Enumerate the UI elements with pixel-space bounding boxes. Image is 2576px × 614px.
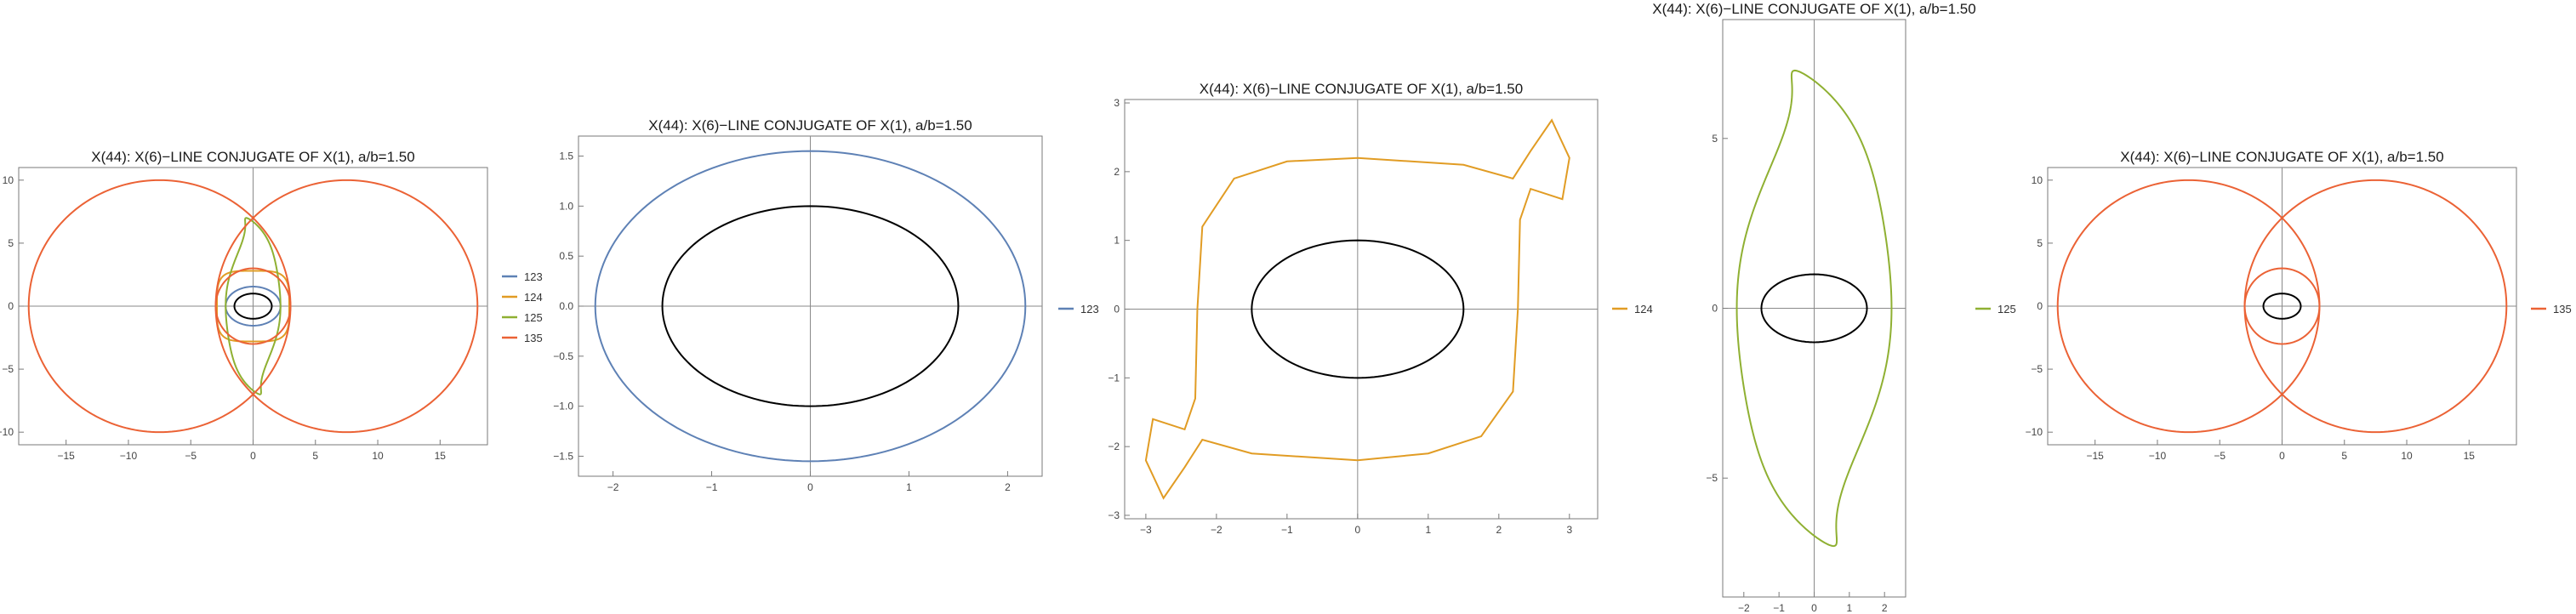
x-tick-label: −3 [1140, 524, 1152, 536]
x-tick-label: −5 [185, 450, 197, 462]
chart-panel-3: X(44): X(6)−LINE CONJUGATE OF X(1), a/b=… [1108, 81, 1652, 536]
chart-title: X(44): X(6)−LINE CONJUGATE OF X(1), a/b=… [1652, 1, 1975, 17]
x-tick-label: −15 [2087, 450, 2105, 462]
series-line-124 [1144, 118, 1570, 500]
x-tick-label: 5 [2341, 450, 2347, 462]
chart-panel-1: X(44): X(6)−LINE CONJUGATE OF X(1), a/b=… [0, 149, 543, 462]
x-tick-label: −2 [1211, 524, 1222, 536]
x-tick-label: 0 [1355, 524, 1361, 536]
x-tick-label: −1 [1773, 602, 1785, 614]
x-tick-label: 1 [906, 481, 912, 493]
series-line-135 [214, 267, 292, 345]
chart-title: X(44): X(6)−LINE CONJUGATE OF X(1), a/b=… [91, 149, 414, 165]
y-tick-label: 0 [1712, 303, 1718, 315]
y-tick-label: −5 [2031, 363, 2043, 375]
y-tick-label: 2 [1114, 166, 1120, 178]
series-line-123 [594, 150, 1027, 463]
series-line-base-ellipse [1760, 273, 1868, 344]
legend-label: 135 [524, 332, 543, 344]
x-tick-label: 1 [1425, 524, 1431, 536]
legend-label: 123 [524, 270, 543, 283]
x-tick-label: 10 [2401, 450, 2413, 462]
y-tick-label: −10 [0, 426, 14, 438]
y-tick-label: 5 [8, 237, 14, 249]
series-line-124 [216, 270, 290, 343]
y-tick-label: −5 [1706, 472, 1718, 484]
y-tick-label: 0 [8, 300, 14, 312]
series-line-125 [225, 217, 282, 395]
y-tick-label: 10 [2032, 174, 2043, 186]
y-tick-label: −1.5 [553, 450, 573, 462]
chart-panel-2: X(44): X(6)−LINE CONJUGATE OF X(1), a/b=… [553, 117, 1098, 493]
legend-label: 124 [1634, 303, 1653, 316]
x-tick-label: −10 [120, 450, 138, 462]
y-tick-label: −0.5 [553, 350, 573, 362]
series-line-base-ellipse [2262, 293, 2302, 320]
legend-label: 125 [1998, 303, 2016, 316]
y-tick-label: 0.5 [559, 250, 573, 262]
x-tick-label: 15 [435, 450, 447, 462]
x-tick-label: −10 [2149, 450, 2167, 462]
y-tick-label: 3 [1114, 97, 1120, 109]
x-tick-label: −15 [58, 450, 76, 462]
x-tick-label: 0 [2279, 450, 2285, 462]
x-tick-label: −5 [2214, 450, 2226, 462]
series-line-125 [1735, 69, 1893, 548]
y-tick-label: −2 [1108, 441, 1120, 452]
x-tick-label: 2 [1882, 602, 1888, 614]
y-tick-label: 0 [2037, 300, 2043, 312]
x-tick-label: 2 [1496, 524, 1502, 536]
x-tick-label: 1 [1847, 602, 1853, 614]
y-tick-label: 10 [3, 174, 14, 186]
x-tick-label: 2 [1005, 481, 1011, 493]
y-tick-label: −1 [1108, 372, 1120, 384]
y-tick-label: −5 [2, 363, 14, 375]
x-tick-label: −2 [1738, 602, 1750, 614]
x-tick-label: 10 [372, 450, 384, 462]
series-line-135 [2056, 179, 2321, 434]
x-tick-label: 3 [1566, 524, 1572, 536]
chart-panel-4: X(44): X(6)−LINE CONJUGATE OF X(1), a/b=… [1652, 1, 2015, 614]
x-tick-label: −1 [706, 481, 718, 493]
x-tick-label: 0 [807, 481, 813, 493]
y-tick-label: 5 [1712, 133, 1718, 145]
series-line-135 [27, 179, 292, 434]
y-tick-label: 0 [1114, 304, 1120, 316]
series-line-base-ellipse [233, 293, 273, 320]
y-tick-label: −10 [2026, 426, 2043, 438]
legend-label: 124 [524, 291, 543, 304]
chart-panel-5: X(44): X(6)−LINE CONJUGATE OF X(1), a/b=… [2026, 149, 2572, 462]
x-tick-label: 15 [2464, 450, 2476, 462]
series-line-135 [2243, 267, 2321, 345]
x-tick-label: 0 [250, 450, 256, 462]
chart-title: X(44): X(6)−LINE CONJUGATE OF X(1), a/b=… [1200, 81, 1523, 97]
chart-title: X(44): X(6)−LINE CONJUGATE OF X(1), a/b=… [2120, 149, 2443, 165]
chart-title: X(44): X(6)−LINE CONJUGATE OF X(1), a/b=… [648, 117, 972, 134]
x-tick-label: 0 [1811, 602, 1817, 614]
x-tick-label: 5 [312, 450, 318, 462]
legend-label: 123 [1080, 303, 1099, 316]
y-tick-label: 1.0 [559, 200, 573, 212]
y-tick-label: −3 [1108, 509, 1120, 521]
series-line-base-ellipse [661, 205, 960, 407]
y-tick-label: 1.5 [559, 151, 573, 162]
y-tick-label: 5 [2037, 237, 2043, 249]
y-tick-label: 0.0 [559, 300, 573, 312]
legend-label: 125 [524, 311, 543, 324]
y-tick-label: −1.0 [553, 401, 573, 412]
series-line-base-ellipse [1251, 239, 1465, 379]
x-tick-label: −2 [607, 481, 619, 493]
y-tick-label: 1 [1114, 235, 1120, 247]
legend-label: 135 [2553, 303, 2572, 316]
x-tick-label: −1 [1281, 524, 1293, 536]
